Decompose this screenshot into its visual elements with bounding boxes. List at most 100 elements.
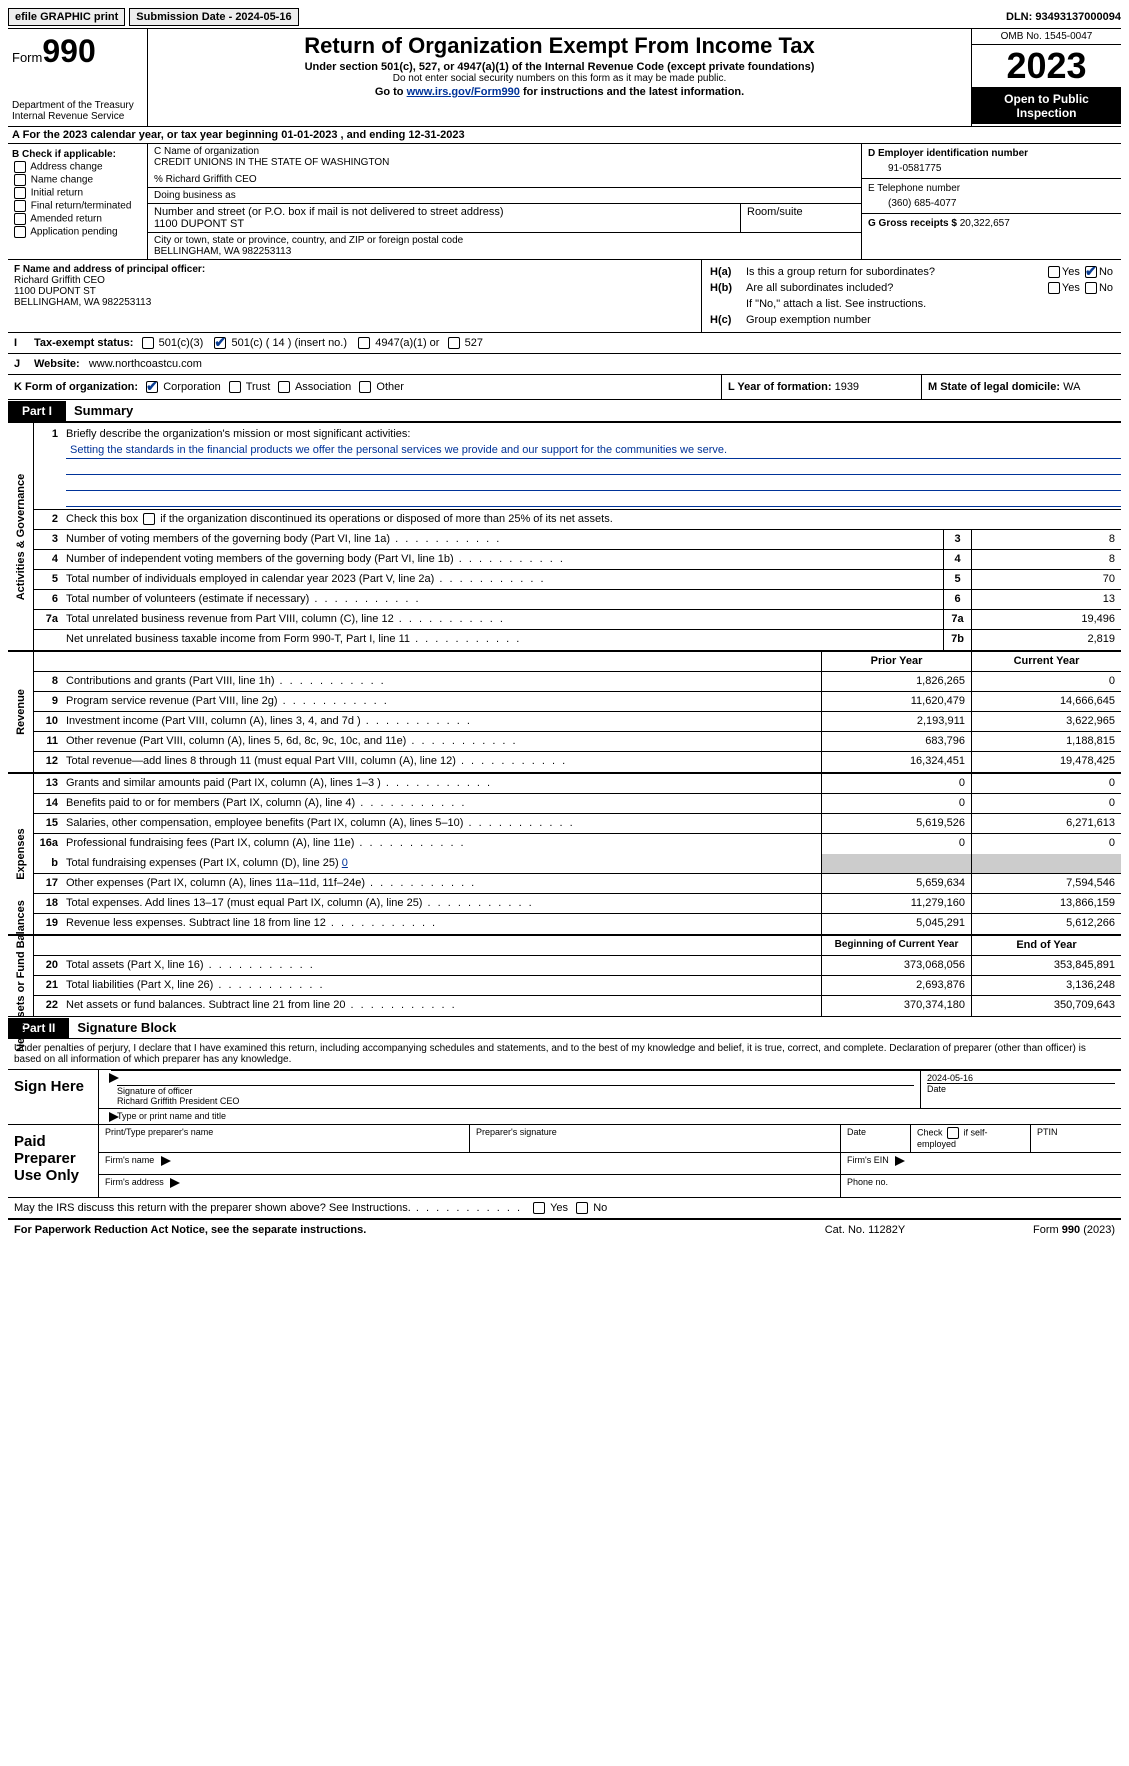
summary-row: 13Grants and similar amounts paid (Part … xyxy=(34,774,1121,794)
summary-row: 7aTotal unrelated business revenue from … xyxy=(34,610,1121,630)
part1-badge: Part I xyxy=(8,401,66,421)
line2-post: if the organization discontinued its ope… xyxy=(160,513,613,525)
hb-no-chk[interactable] xyxy=(1085,282,1097,294)
chk-corp[interactable] xyxy=(146,381,158,393)
summary-row: 8Contributions and grants (Part VIII, li… xyxy=(34,672,1121,692)
summary-row: 9Program service revenue (Part VIII, lin… xyxy=(34,692,1121,712)
box-b: B Check if applicable: Address change Na… xyxy=(8,144,148,259)
chk-discuss-no[interactable] xyxy=(576,1202,588,1214)
line16b-value: 0 xyxy=(342,857,348,869)
chk-self-employed[interactable] xyxy=(947,1127,959,1139)
hb-answer: Yes No xyxy=(1005,280,1115,296)
arrow-icon xyxy=(161,1156,171,1166)
arrow-icon xyxy=(170,1178,180,1188)
chk-application-pending[interactable]: Application pending xyxy=(12,226,143,238)
preparer-name-label: Print/Type preparer's name xyxy=(99,1125,470,1152)
ein-label: D Employer identification number xyxy=(868,148,1115,159)
sidelabel-netassets: Net Assets or Fund Balances xyxy=(8,936,34,1016)
summary-row: 12Total revenue—add lines 8 through 11 (… xyxy=(34,752,1121,772)
section-netassets: Net Assets or Fund Balances Beginning of… xyxy=(8,935,1121,1017)
chk-501c[interactable] xyxy=(214,337,226,349)
chk-527[interactable] xyxy=(448,337,460,349)
form-footer-label: Form 990 (2023) xyxy=(965,1224,1115,1236)
goto-post: for instructions and the latest informat… xyxy=(520,86,744,98)
form-label: Form xyxy=(12,50,42,65)
part1-title: Summary xyxy=(66,400,141,421)
officer-label: F Name and address of principal officer: xyxy=(14,264,695,275)
chk-amended-return[interactable]: Amended return xyxy=(12,213,143,225)
opt-assoc: Association xyxy=(295,381,351,393)
chk-final-return[interactable]: Final return/terminated xyxy=(12,200,143,212)
sign-here-label: Sign Here xyxy=(8,1070,98,1124)
chk-501c3[interactable] xyxy=(142,337,154,349)
chk-discontinued[interactable] xyxy=(143,513,155,525)
hb-yes-chk[interactable] xyxy=(1048,282,1060,294)
officer-city: BELLINGHAM, WA 982253113 xyxy=(14,297,695,308)
goto-line: Go to www.irs.gov/Form990 for instructio… xyxy=(156,86,963,98)
preparer-sig-label: Preparer's signature xyxy=(470,1125,841,1152)
form-number: Form990 xyxy=(12,33,143,70)
summary-row: 11Other revenue (Part VIII, column (A), … xyxy=(34,732,1121,752)
chk-label: Address change xyxy=(30,162,102,173)
opt-trust: Trust xyxy=(246,381,271,393)
irs-label: Internal Revenue Service xyxy=(12,111,143,122)
line16b-label: Total fundraising expenses (Part IX, col… xyxy=(66,857,339,869)
firm-phone-label: Phone no. xyxy=(841,1175,1121,1197)
chk-assoc[interactable] xyxy=(278,381,290,393)
row-a-text: For the 2023 calendar year, or tax year … xyxy=(23,129,465,141)
opt-527: 527 xyxy=(465,337,483,349)
state-domicile-value: WA xyxy=(1063,381,1080,393)
form-title: Return of Organization Exempt From Incom… xyxy=(156,33,963,59)
type-name-label: Type or print name and title xyxy=(111,1109,1121,1124)
omb-number: OMB No. 1545-0047 xyxy=(972,29,1121,45)
dept-treasury: Department of the Treasury xyxy=(12,100,143,111)
yes-label: Yes xyxy=(1062,266,1080,278)
box-f: F Name and address of principal officer:… xyxy=(8,260,701,332)
chk-other[interactable] xyxy=(359,381,371,393)
org-name-label: C Name of organization xyxy=(154,146,855,157)
row-j: J Website: www.northcoastcu.com xyxy=(8,354,1121,375)
sign-here-block: Sign Here Signature of officer Richard G… xyxy=(8,1069,1121,1125)
chk-4947[interactable] xyxy=(358,337,370,349)
form990-link[interactable]: www.irs.gov/Form990 xyxy=(407,86,520,98)
submission-button[interactable]: Submission Date - 2024-05-16 xyxy=(129,8,298,26)
street-label: Number and street (or P.O. box if mail i… xyxy=(154,206,734,218)
hc-label: H(c) xyxy=(708,312,744,328)
phone-label: E Telephone number xyxy=(868,183,1115,194)
chk-trust[interactable] xyxy=(229,381,241,393)
sig-date-value: 2024-05-16 xyxy=(927,1073,1115,1084)
ha-label: H(a) xyxy=(708,264,744,280)
ha-yes-chk[interactable] xyxy=(1048,266,1060,278)
officer-name-title: Richard Griffith President CEO xyxy=(117,1096,914,1106)
firm-name-label: Firm's name xyxy=(105,1155,154,1165)
chk-address-change[interactable]: Address change xyxy=(12,161,143,173)
dba-label: Doing business as xyxy=(154,190,855,201)
ptin-label: PTIN xyxy=(1031,1125,1121,1152)
section-fh: F Name and address of principal officer:… xyxy=(8,260,1121,333)
hdr-end-year: End of Year xyxy=(971,936,1121,955)
part2-header: Part II Signature Block xyxy=(8,1017,1121,1039)
hb-label: H(b) xyxy=(708,280,744,296)
discuss-question: May the IRS discuss this return with the… xyxy=(14,1202,522,1214)
line1-label: Briefly describe the organization's miss… xyxy=(62,425,1121,443)
hdr-begin-year: Beginning of Current Year xyxy=(821,936,971,955)
website-label: Website: xyxy=(34,358,80,370)
summary-row: 3Number of voting members of the governi… xyxy=(34,530,1121,550)
ha-no-chk[interactable] xyxy=(1085,266,1097,278)
chk-initial-return[interactable]: Initial return xyxy=(12,187,143,199)
preparer-self-employed: Check if self-employed xyxy=(911,1125,1031,1152)
sig-officer-label: Signature of officer xyxy=(117,1086,914,1096)
opt-corp: Corporation xyxy=(163,381,220,393)
chk-label: Final return/terminated xyxy=(31,201,132,212)
cat-no: Cat. No. 11282Y xyxy=(765,1224,965,1236)
ha-question: Is this a group return for subordinates? xyxy=(744,264,1005,280)
section-revenue: Revenue Prior Year Current Year 8Contrib… xyxy=(8,651,1121,773)
section-governance: Activities & Governance 1 Briefly descri… xyxy=(8,422,1121,651)
firm-ein-label: Firm's EIN xyxy=(847,1155,889,1165)
no-label: No xyxy=(1099,282,1113,294)
hdr-current-year: Current Year xyxy=(971,652,1121,671)
hc-question: Group exemption number xyxy=(744,312,1115,328)
efile-button[interactable]: efile GRAPHIC print xyxy=(8,8,125,26)
chk-name-change[interactable]: Name change xyxy=(12,174,143,186)
chk-discuss-yes[interactable] xyxy=(533,1202,545,1214)
